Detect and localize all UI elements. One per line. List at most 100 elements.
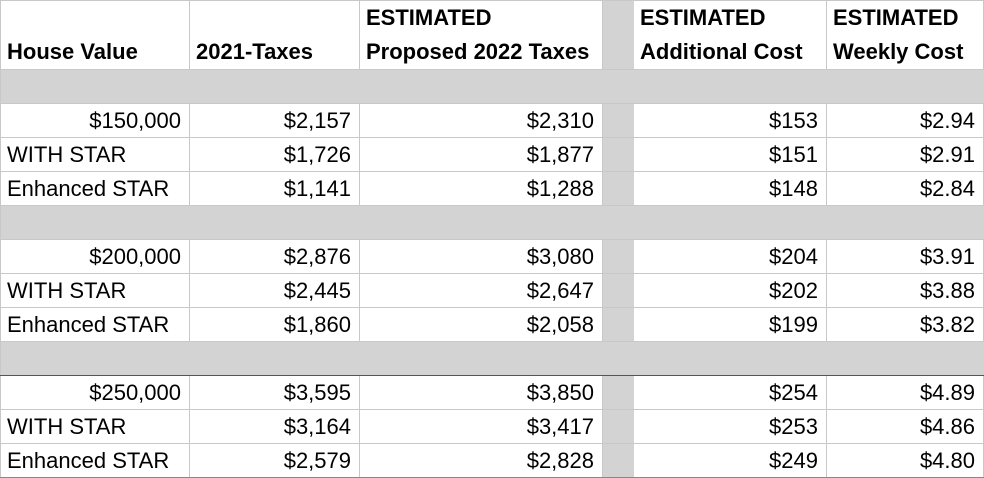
cell-additional-cost: $249 <box>633 443 827 478</box>
band-cell <box>602 205 634 240</box>
header-cell-estimated: ESTIMATED <box>633 0 827 35</box>
gap-column <box>602 239 634 274</box>
gap-column <box>602 273 634 308</box>
cell-proposed-2022: $1,877 <box>359 137 603 172</box>
cell-weekly-cost: $2.84 <box>826 171 984 206</box>
cell-2021-taxes: $2,157 <box>189 103 360 138</box>
gap-column <box>602 409 634 444</box>
cell-weekly-cost: $4.89 <box>826 375 984 410</box>
cell-2021-taxes: $2,445 <box>189 273 360 308</box>
table-row: $250,000 $3,595 $3,850 $254 $4.89 <box>0 375 984 410</box>
table-row: $200,000 $2,876 $3,080 $204 $3.91 <box>0 239 984 274</box>
gap-column <box>602 375 634 410</box>
cell-proposed-2022: $2,828 <box>359 443 603 478</box>
separator-band <box>0 69 984 104</box>
cell-house-value: $150,000 <box>0 103 190 138</box>
band-cell <box>602 341 634 376</box>
header-cell <box>0 0 190 35</box>
band-cell <box>633 69 827 104</box>
cell-2021-taxes: $1,726 <box>189 137 360 172</box>
cell-2021-taxes: $3,595 <box>189 375 360 410</box>
band-cell <box>359 205 603 240</box>
cell-house-value: Enhanced STAR <box>0 307 190 342</box>
header-row-2: House Value 2021-Taxes Proposed 2022 Tax… <box>0 35 984 70</box>
band-cell <box>602 69 634 104</box>
table-row: Enhanced STAR $1,141 $1,288 $148 $2.84 <box>0 171 984 206</box>
cell-2021-taxes: $2,876 <box>189 239 360 274</box>
cell-additional-cost: $202 <box>633 273 827 308</box>
cell-weekly-cost: $4.86 <box>826 409 984 444</box>
cell-weekly-cost: $4.80 <box>826 443 984 478</box>
band-cell <box>359 341 603 376</box>
cell-weekly-cost: $2.91 <box>826 137 984 172</box>
header-proposed-2022: Proposed 2022 Taxes <box>359 35 603 70</box>
header-cell <box>189 0 360 35</box>
separator-band <box>0 341 984 376</box>
band-cell <box>826 341 984 376</box>
band-cell <box>0 341 190 376</box>
cell-house-value: Enhanced STAR <box>0 443 190 478</box>
cell-proposed-2022: $3,417 <box>359 409 603 444</box>
gap-column <box>602 137 634 172</box>
band-cell <box>189 69 360 104</box>
cell-proposed-2022: $3,080 <box>359 239 603 274</box>
cell-house-value: WITH STAR <box>0 273 190 308</box>
cell-additional-cost: $153 <box>633 103 827 138</box>
table-row: Enhanced STAR $1,860 $2,058 $199 $3.82 <box>0 307 984 342</box>
cell-house-value: WITH STAR <box>0 137 190 172</box>
cell-proposed-2022: $1,288 <box>359 171 603 206</box>
band-cell <box>0 69 190 104</box>
cell-additional-cost: $148 <box>633 171 827 206</box>
band-cell <box>633 341 827 376</box>
header-house-value: House Value <box>0 35 190 70</box>
band-cell <box>826 205 984 240</box>
cell-2021-taxes: $2,579 <box>189 443 360 478</box>
cell-weekly-cost: $3.82 <box>826 307 984 342</box>
gap-column <box>602 0 634 35</box>
cell-additional-cost: $199 <box>633 307 827 342</box>
gap-column <box>602 307 634 342</box>
cell-additional-cost: $254 <box>633 375 827 410</box>
cell-2021-taxes: $3,164 <box>189 409 360 444</box>
cell-weekly-cost: $3.88 <box>826 273 984 308</box>
cell-proposed-2022: $2,310 <box>359 103 603 138</box>
gap-column <box>602 443 634 478</box>
cell-proposed-2022: $2,647 <box>359 273 603 308</box>
gap-column <box>602 103 634 138</box>
band-cell <box>633 205 827 240</box>
header-2021-taxes: 2021-Taxes <box>189 35 360 70</box>
table-row: $150,000 $2,157 $2,310 $153 $2.94 <box>0 103 984 138</box>
cell-house-value: Enhanced STAR <box>0 171 190 206</box>
band-cell <box>826 69 984 104</box>
band-cell <box>189 205 360 240</box>
cell-additional-cost: $253 <box>633 409 827 444</box>
gap-column <box>602 35 634 70</box>
header-cell-estimated: ESTIMATED <box>359 0 603 35</box>
cell-proposed-2022: $3,850 <box>359 375 603 410</box>
cell-2021-taxes: $1,141 <box>189 171 360 206</box>
table-row: WITH STAR $1,726 $1,877 $151 $2.91 <box>0 137 984 172</box>
gap-column <box>602 171 634 206</box>
separator-band <box>0 205 984 240</box>
cell-weekly-cost: $3.91 <box>826 239 984 274</box>
table-row: WITH STAR $2,445 $2,647 $202 $3.88 <box>0 273 984 308</box>
cell-additional-cost: $151 <box>633 137 827 172</box>
header-weekly-cost: Weekly Cost <box>826 35 984 70</box>
cell-proposed-2022: $2,058 <box>359 307 603 342</box>
cell-additional-cost: $204 <box>633 239 827 274</box>
header-row-1: ESTIMATED ESTIMATED ESTIMATED <box>0 0 984 35</box>
cell-house-value: $250,000 <box>0 375 190 410</box>
cell-house-value: WITH STAR <box>0 409 190 444</box>
table-row: Enhanced STAR $2,579 $2,828 $249 $4.80 <box>0 443 984 478</box>
band-cell <box>189 341 360 376</box>
header-cell-estimated: ESTIMATED <box>826 0 984 35</box>
band-cell <box>359 69 603 104</box>
cell-house-value: $200,000 <box>0 239 190 274</box>
band-cell <box>0 205 190 240</box>
cell-2021-taxes: $1,860 <box>189 307 360 342</box>
cell-weekly-cost: $2.94 <box>826 103 984 138</box>
header-additional-cost: Additional Cost <box>633 35 827 70</box>
table-row: WITH STAR $3,164 $3,417 $253 $4.86 <box>0 409 984 444</box>
